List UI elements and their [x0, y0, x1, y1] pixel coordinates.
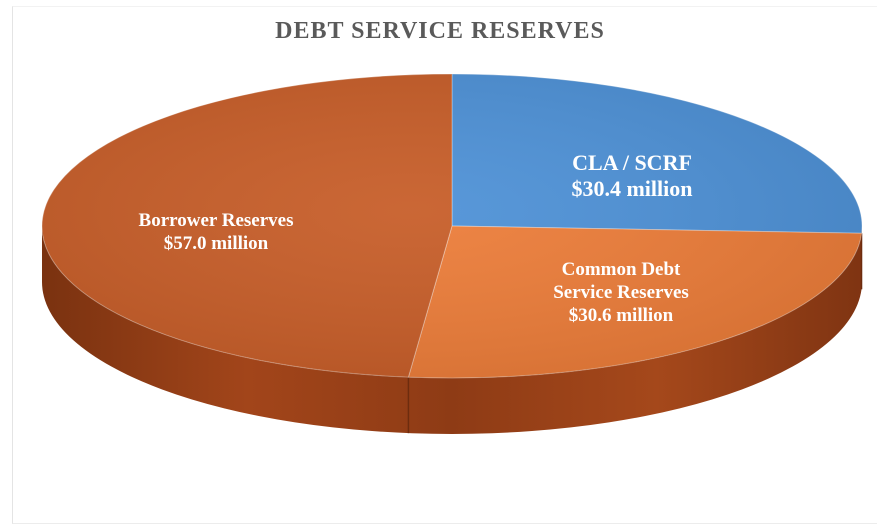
pie-top — [41, 73, 863, 379]
slice-label-borrower-reserves: $57.0 million — [164, 233, 269, 254]
slice-label-cla-scrf: CLA / SCRF — [572, 150, 692, 175]
chart-title: DEBT SERVICE RESERVES — [275, 18, 605, 44]
slice-label-cla-scrf: $30.4 million — [571, 176, 692, 201]
pie-top-shading — [42, 74, 862, 378]
pie-side-wall — [42, 226, 863, 434]
pie-labels: CLA / SCRF$30.4 million Common DebtServic… — [139, 150, 693, 326]
slice-label-borrower-reserves: Borrower Reserves — [139, 210, 294, 231]
pie-side-surface — [42, 226, 862, 434]
slice-label-common-debt-service-reserves: Common Debt — [562, 259, 681, 280]
slice-label-common-debt-service-reserves: $30.6 million — [569, 305, 674, 326]
slice-label-common-debt-service-reserves: Service Reserves — [553, 282, 689, 303]
